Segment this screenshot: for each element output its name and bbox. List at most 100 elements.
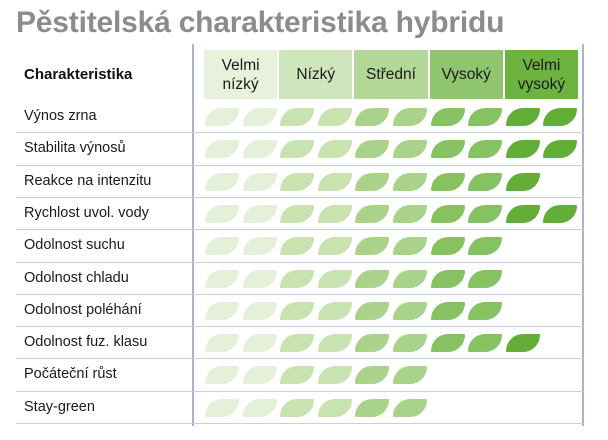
row-divider — [16, 423, 584, 424]
row-label: Reakce na intenzitu — [24, 173, 152, 189]
leaf-icon — [355, 237, 389, 255]
leaf-icon — [280, 140, 314, 158]
leaf-icon — [431, 302, 465, 320]
leaf-icon — [393, 108, 427, 126]
leaf-icon — [393, 205, 427, 223]
leaf-icon — [468, 237, 502, 255]
level-header-4: Vysoký — [429, 50, 503, 99]
leaf-icon — [506, 205, 540, 223]
leaf-icon — [205, 270, 239, 288]
leaf-icon — [243, 399, 277, 417]
leaf-icon — [205, 334, 239, 352]
level-header-5: Velmi vysoký — [504, 50, 578, 99]
leaf-icon — [468, 173, 502, 191]
leaf-icon — [468, 205, 502, 223]
leaf-icon — [431, 334, 465, 352]
leaf-icon — [205, 366, 239, 384]
leaf-icon — [318, 173, 352, 191]
leaf-icon — [205, 302, 239, 320]
row-label: Odolnost chladu — [24, 270, 129, 286]
leaf-icon — [318, 399, 352, 417]
leaf-icon — [205, 237, 239, 255]
leaf-icon — [431, 140, 465, 158]
leaf-icon — [431, 270, 465, 288]
leaf-icon — [243, 334, 277, 352]
leaf-icon — [243, 205, 277, 223]
leaf-icon — [280, 205, 314, 223]
leaf-icon — [205, 205, 239, 223]
leaf-icon — [355, 173, 389, 191]
leaf-icon — [468, 302, 502, 320]
level-header-1: Velmi nízký — [204, 50, 278, 99]
leaf-icon — [355, 399, 389, 417]
row-label: Odolnost fuz. klasu — [24, 334, 148, 350]
row-divider — [16, 197, 584, 198]
grid-left-line — [192, 44, 194, 426]
row-label: Počáteční růst — [24, 366, 117, 382]
level-header-2: Nízký — [279, 50, 353, 99]
row-divider — [16, 132, 584, 133]
leaf-icon — [243, 366, 277, 384]
leaf-icon — [468, 140, 502, 158]
page-title: Pěstitelská charakteristika hybridu — [16, 6, 505, 39]
leaf-icon — [393, 366, 427, 384]
leaf-icon — [318, 108, 352, 126]
leaf-icon — [205, 108, 239, 126]
leaf-icon — [393, 237, 427, 255]
leaf-icon — [280, 173, 314, 191]
leaf-icon — [318, 237, 352, 255]
leaf-icon — [506, 108, 540, 126]
leaf-icon — [543, 140, 577, 158]
leaf-icon — [280, 334, 314, 352]
row-label: Odolnost poléhání — [24, 302, 142, 318]
leaf-icon — [243, 140, 277, 158]
leaf-icon — [431, 173, 465, 191]
leaf-icon — [506, 140, 540, 158]
leaf-icon — [243, 108, 277, 126]
leaf-icon — [243, 237, 277, 255]
row-label: Výnos zrna — [24, 108, 97, 124]
leaf-icon — [355, 366, 389, 384]
leaf-icon — [506, 334, 540, 352]
leaf-icon — [543, 108, 577, 126]
row-divider — [16, 326, 584, 327]
row-divider — [16, 391, 584, 392]
leaf-icon — [355, 302, 389, 320]
leaf-icon — [393, 334, 427, 352]
leaf-icon — [243, 302, 277, 320]
leaf-icon — [393, 399, 427, 417]
leaf-icon — [318, 302, 352, 320]
leaf-icon — [355, 205, 389, 223]
leaf-icon — [280, 302, 314, 320]
leaf-icon — [393, 140, 427, 158]
leaf-icon — [280, 237, 314, 255]
row-label: Stabilita výnosů — [24, 140, 126, 156]
leaf-icon — [355, 108, 389, 126]
leaf-icon — [318, 334, 352, 352]
leaf-icon — [431, 108, 465, 126]
row-divider — [16, 294, 584, 295]
leaf-icon — [543, 205, 577, 223]
leaf-icon — [468, 270, 502, 288]
leaf-icon — [280, 399, 314, 417]
level-header-3: Střední — [354, 50, 428, 99]
leaf-icon — [355, 270, 389, 288]
leaf-icon — [205, 140, 239, 158]
leaf-icon — [355, 140, 389, 158]
leaf-icon — [205, 399, 239, 417]
leaf-icon — [243, 270, 277, 288]
leaf-icon — [431, 205, 465, 223]
leaf-icon — [468, 334, 502, 352]
characteristic-column-header: Charakteristika — [24, 66, 133, 83]
leaf-icon — [205, 173, 239, 191]
leaf-icon — [280, 108, 314, 126]
leaf-icon — [468, 108, 502, 126]
row-divider — [16, 358, 584, 359]
leaf-icon — [393, 270, 427, 288]
row-divider — [16, 165, 584, 166]
leaf-icon — [243, 173, 277, 191]
row-label: Odolnost suchu — [24, 237, 125, 253]
leaf-icon — [318, 205, 352, 223]
grid-right-line — [582, 44, 584, 426]
leaf-icon — [318, 140, 352, 158]
